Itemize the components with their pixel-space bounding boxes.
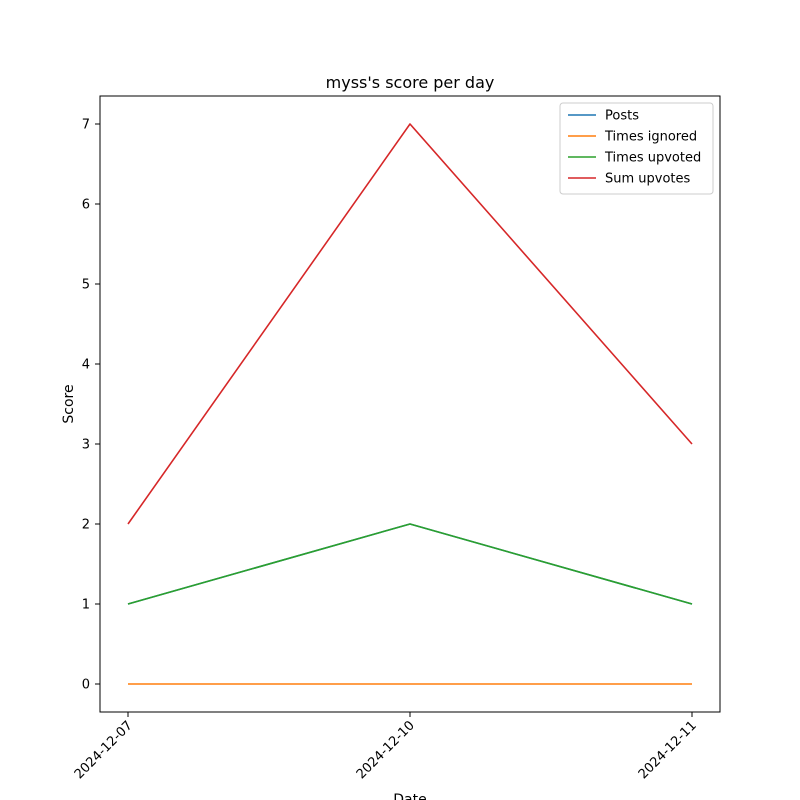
plot-lines [127, 123, 693, 685]
y-tick-label: 1 [82, 598, 90, 613]
legend-label-2: Times upvoted [604, 151, 701, 166]
legend-label-3: Sum upvotes [605, 172, 691, 187]
legend-label-0: Posts [605, 109, 639, 124]
y-axis-label: Score [61, 384, 77, 423]
y-tick-label: 6 [82, 198, 90, 213]
y-tick-label: 2 [82, 518, 90, 533]
x-axis-label: Date [393, 792, 426, 800]
series-line-2 [127, 523, 693, 605]
y-tick-label: 0 [82, 678, 90, 693]
x-tick-label: 2024-12-11 [636, 718, 700, 782]
legend-box [559, 102, 714, 195]
x-tick-label: 2024-12-10 [354, 718, 418, 782]
y-tick-label: 3 [82, 438, 90, 453]
legend: Posts Times ignored Times upvoted Sum upvot… [559, 102, 714, 195]
series-line-0 [127, 523, 693, 605]
y-tick-label: 5 [82, 278, 90, 293]
y-tick-label: 7 [82, 118, 90, 133]
y-axis-ticks: 0 1 2 3 4 5 6 7 [82, 118, 100, 693]
legend-label-1: Times ignored [604, 130, 697, 145]
x-axis-ticks: 2024-12-07 2024-12-10 2024-12-11 [72, 712, 700, 782]
x-tick-label: 2024-12-07 [72, 718, 136, 782]
series-line-3 [127, 123, 693, 525]
chart-title: myss's score per day [326, 73, 495, 92]
y-tick-label: 4 [82, 358, 90, 373]
